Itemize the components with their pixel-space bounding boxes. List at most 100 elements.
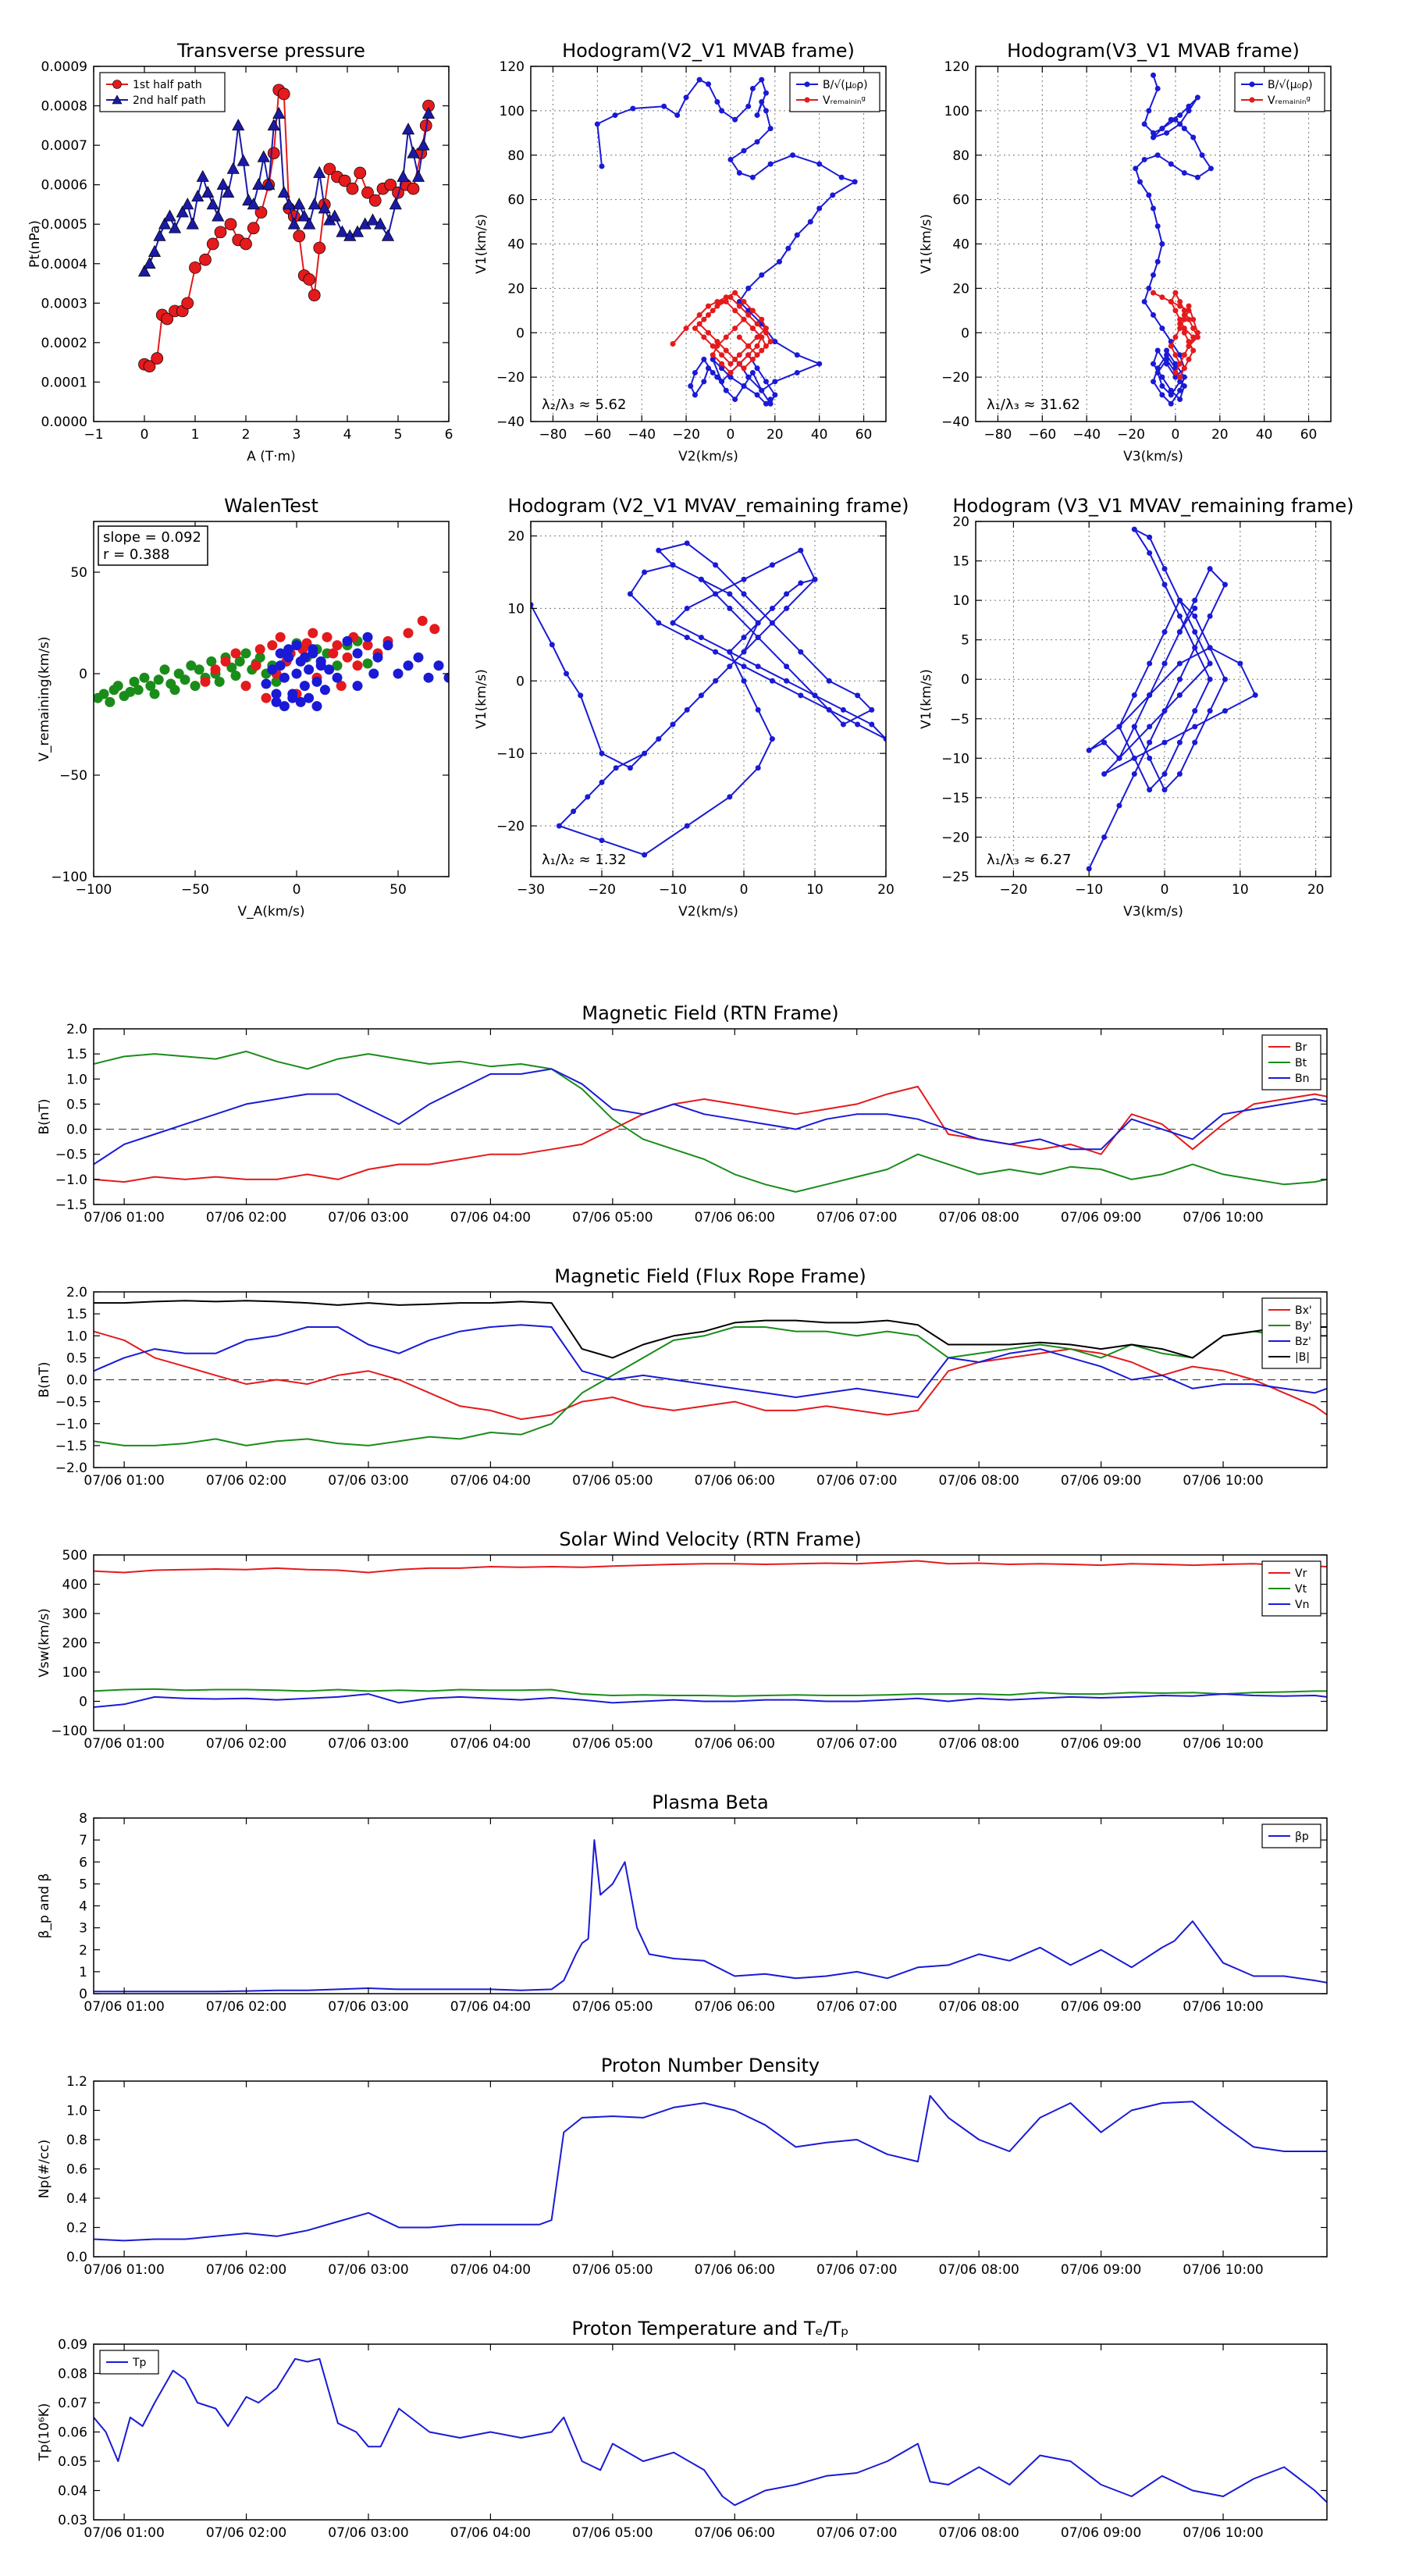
data-point xyxy=(696,312,702,318)
legend-label: Bz' xyxy=(1295,1336,1311,1348)
data-point xyxy=(719,365,725,372)
data-point xyxy=(1192,605,1198,611)
data-layer xyxy=(94,1050,1327,1193)
x-tick-label: −40 xyxy=(1072,427,1101,443)
x-tick-label: 07/06 09:00 xyxy=(1061,2262,1141,2278)
y-axis-label: V1(km/s) xyxy=(919,214,934,274)
data-point xyxy=(336,681,347,692)
data-point xyxy=(1168,387,1174,393)
x-tick-label: −10 xyxy=(659,882,687,898)
data-point xyxy=(1172,334,1179,340)
y-tick-label: −1.0 xyxy=(55,1172,87,1188)
data-point xyxy=(1151,312,1156,318)
y-tick-label: 0.08 xyxy=(58,2367,87,2382)
legend-label: Vr xyxy=(1295,1567,1307,1580)
x-tick-label: 07/06 06:00 xyxy=(695,1210,775,1226)
data-point xyxy=(1116,724,1122,730)
data-point xyxy=(1161,771,1168,777)
data-point xyxy=(304,664,315,675)
data-point xyxy=(710,343,716,349)
x-tick-label: −1 xyxy=(84,427,103,443)
y-tick-label: 4 xyxy=(79,1899,87,1915)
data-point xyxy=(422,106,436,119)
data-point xyxy=(267,640,278,651)
x-tick-label: −20 xyxy=(588,882,616,898)
data-point xyxy=(869,721,875,728)
y-tick-label: −10 xyxy=(496,746,525,762)
data-point xyxy=(627,591,633,597)
data-point xyxy=(319,685,330,696)
x-tick-label: −40 xyxy=(628,427,656,443)
x-tick-label: 07/06 02:00 xyxy=(206,2525,286,2541)
legend-marker xyxy=(1249,97,1255,103)
data-point xyxy=(599,750,605,756)
data-point xyxy=(105,696,116,707)
data-point xyxy=(769,620,775,626)
data-point xyxy=(413,652,424,663)
data-point xyxy=(692,392,698,398)
data-point xyxy=(759,316,765,322)
data-point xyxy=(759,272,765,278)
data-point xyxy=(670,562,676,568)
y-tick-label: 0.04 xyxy=(58,2484,87,2500)
data-point xyxy=(240,648,251,659)
y-tick-label: 80 xyxy=(507,148,525,164)
data-point xyxy=(271,696,282,707)
data-point xyxy=(613,765,619,771)
data-point xyxy=(267,664,278,675)
data-point xyxy=(684,823,690,829)
y-tick-label: 20 xyxy=(507,281,525,297)
x-tick-label: 07/06 02:00 xyxy=(206,1736,286,1752)
data-point xyxy=(271,688,282,699)
data-point xyxy=(338,174,351,187)
data-layer xyxy=(1086,526,1258,872)
data-point xyxy=(1176,613,1183,619)
data-point xyxy=(368,668,379,679)
x-tick-label: −20 xyxy=(1117,427,1145,443)
data-point xyxy=(745,374,752,380)
data-point xyxy=(784,605,790,611)
data-point xyxy=(1176,676,1183,682)
data-point xyxy=(251,660,261,671)
x-tick-label: 07/06 03:00 xyxy=(328,1210,408,1226)
data-point xyxy=(295,696,306,707)
data-layer xyxy=(1133,72,1214,407)
data-point xyxy=(1208,165,1214,172)
chart-hodo_mvav_v3: Hodogram (V3_V1 MVAV_remaining frame) −20… xyxy=(919,495,1354,920)
x-tick-label: −30 xyxy=(517,882,545,898)
data-point xyxy=(1159,374,1165,380)
x-tick-label: 40 xyxy=(1256,427,1273,443)
data-point xyxy=(299,652,310,663)
data-point xyxy=(1164,130,1170,136)
y-axis-label: B(nT) xyxy=(37,1361,52,1397)
chart-title: Proton Number Density xyxy=(601,2055,820,2076)
data-point xyxy=(798,649,804,655)
x-tick-label: 07/06 01:00 xyxy=(84,2525,164,2541)
data-point xyxy=(713,678,719,684)
x-tick-label: 5 xyxy=(394,427,403,443)
data-point xyxy=(1159,383,1165,389)
data-point xyxy=(732,116,738,123)
y-tick-label: −20 xyxy=(496,370,525,386)
data-point xyxy=(759,387,765,393)
y-axis-label: V1(km/s) xyxy=(474,669,489,729)
y-tick-label: −1.5 xyxy=(55,1439,87,1454)
x-tick-label: −80 xyxy=(984,427,1012,443)
x-tick-label: 07/06 07:00 xyxy=(816,1473,897,1489)
data-point xyxy=(755,765,761,771)
data-point xyxy=(1194,174,1200,180)
y-tick-label: 100 xyxy=(944,104,969,119)
y-tick-label: 10 xyxy=(952,593,969,609)
data-point xyxy=(1154,258,1161,265)
data-point xyxy=(342,635,353,646)
data-point xyxy=(1131,692,1137,698)
y-tick-label: −2.0 xyxy=(55,1461,87,1476)
x-tick-label: 10 xyxy=(1232,882,1249,898)
y-tick-label: −5 xyxy=(950,712,969,728)
x-tick-label: 07/06 07:00 xyxy=(816,2525,897,2541)
data-point xyxy=(267,119,280,131)
data-point xyxy=(749,308,756,314)
data-point xyxy=(328,648,339,659)
y-tick-label: −0.5 xyxy=(55,1147,87,1163)
